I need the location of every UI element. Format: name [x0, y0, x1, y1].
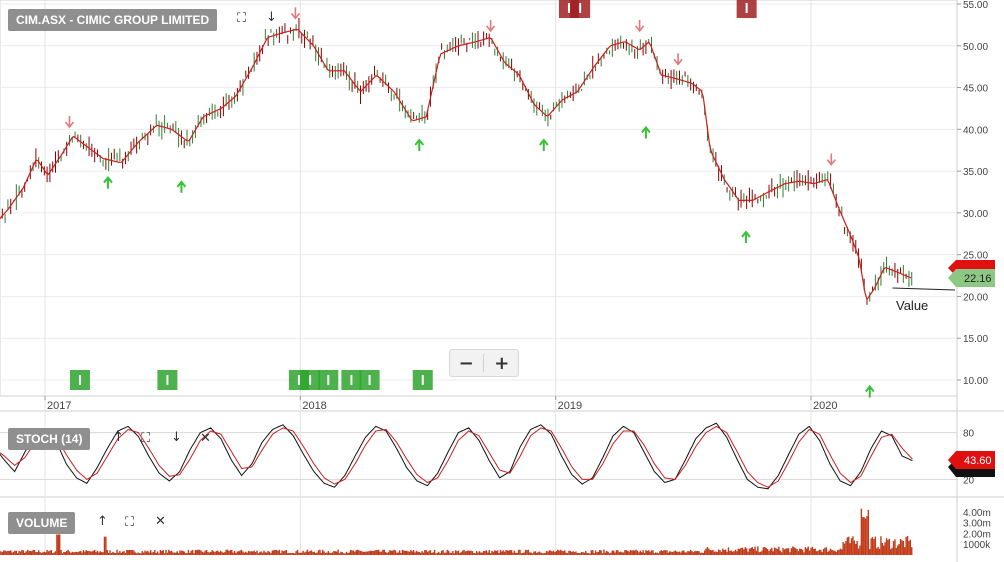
- buy-signal-arrow-head: [641, 125, 651, 134]
- price-tick-label: 25.00: [963, 251, 988, 262]
- price-tick-label: 20.00: [963, 292, 988, 303]
- expand-icon[interactable]: ⛶: [141, 431, 151, 446]
- arrow-down-icon[interactable]: ↓: [266, 10, 277, 25]
- sell-signal-arrow-head: [290, 12, 301, 20]
- buy-signal-arrow: [864, 384, 875, 398]
- price-tick-label: 30.00: [963, 209, 988, 220]
- price-tick-label: 10.00: [963, 376, 988, 387]
- buy-signal-arrow: [641, 125, 651, 139]
- event-marker-glyph: [350, 375, 353, 385]
- value-annotation: Value: [896, 298, 929, 313]
- price-tick-label: 55.00: [963, 0, 988, 11]
- buy-signal-arrow-head: [538, 138, 549, 146]
- zoom-control: − +: [449, 349, 519, 377]
- sell-signal-arrow-head: [64, 121, 75, 129]
- event-marker-glyph: [166, 375, 169, 385]
- buy-signal-arrow: [414, 138, 425, 152]
- sell-signal-arrow-head: [634, 25, 645, 33]
- stoch-lines-layer: [0, 422, 913, 490]
- sell-signal-arrow: [485, 19, 496, 33]
- zoom-in-button[interactable]: +: [494, 352, 510, 374]
- price-badge-shape: [948, 269, 995, 287]
- sell-signal-arrow: [290, 7, 301, 20]
- price-line: [0, 28, 912, 302]
- event-marker-glyph: [297, 375, 300, 385]
- event-markers-layer: [69, 0, 757, 390]
- stoch-tick-label: 20: [963, 475, 975, 486]
- year-tick-label: 2019: [558, 400, 582, 412]
- close-icon[interactable]: ✕: [155, 514, 166, 529]
- sell-signal-arrow: [634, 19, 645, 33]
- buy-signal-arrow-head: [176, 180, 187, 188]
- stoch-badge-text: 43.60: [964, 455, 992, 467]
- stoch-label[interactable]: STOCH (14): [8, 428, 91, 450]
- sell-signal-arrow: [673, 53, 683, 66]
- buy-signal-arrow-head: [103, 176, 113, 184]
- sell-signal-arrow-head: [673, 58, 683, 66]
- move-down-icon[interactable]: ↓: [171, 430, 182, 445]
- volume-tick-label: 1000k: [963, 540, 991, 551]
- price-tick-label: 45.00: [963, 84, 988, 95]
- buy-signal-arrow-head: [414, 138, 425, 146]
- volume-tick-label: 4.00m: [963, 508, 991, 519]
- event-marker-glyph: [327, 375, 330, 385]
- volume-tick-label: 2.00m: [963, 529, 991, 540]
- event-marker-glyph: [368, 375, 371, 385]
- price-tick-label: 40.00: [963, 125, 988, 136]
- buy-signal-arrow: [103, 176, 113, 189]
- candles-layer: [0, 17, 913, 305]
- close-icon[interactable]: ✕: [200, 431, 211, 446]
- sell-signal-arrow: [826, 153, 836, 166]
- event-marker-glyph: [567, 3, 570, 13]
- volume-tick-label: 3.00m: [963, 519, 991, 530]
- buy-signal-arrow-head: [864, 384, 875, 393]
- stoch-badge-shape: [948, 451, 995, 469]
- price-badge-text: 22.16: [964, 273, 992, 285]
- value-badges-layer: 22.16 43.60: [948, 260, 995, 477]
- volume-label[interactable]: VOLUME: [8, 512, 76, 534]
- sell-signal-arrow: [64, 115, 75, 129]
- volume-bars-layer: [0, 508, 913, 555]
- event-marker-glyph: [421, 375, 424, 385]
- event-marker-glyph: [579, 3, 582, 13]
- move-up-icon[interactable]: ↑: [97, 514, 108, 529]
- price-tick-label: 50.00: [963, 42, 988, 53]
- price-panel-frame: [0, 0, 958, 397]
- value-guide-line: [892, 287, 956, 291]
- stoch-tick-label: 80: [963, 429, 975, 440]
- year-tick-label: 2020: [813, 400, 837, 412]
- zoom-divider: [483, 354, 485, 372]
- stoch-k-line: [0, 422, 913, 490]
- buy-signal-arrow-head: [741, 230, 751, 238]
- sell-signal-arrow-head: [826, 159, 836, 166]
- expand-icon[interactable]: ⛶: [125, 515, 135, 530]
- event-marker-glyph: [78, 375, 81, 385]
- move-up-icon[interactable]: ↑: [113, 430, 124, 445]
- expand-icon[interactable]: ⛶: [237, 11, 247, 26]
- signal-arrows-layer: [64, 7, 875, 398]
- price-tick-label: 35.00: [963, 167, 988, 178]
- axis-labels-layer: 10.00 15.00 20.00 25.00 30.00 35.00 40.00 45.00…: [47, 0, 991, 551]
- sell-signal-arrow-head: [485, 25, 496, 33]
- year-tick-label: 2018: [302, 400, 326, 412]
- stoch-d-line: [0, 425, 913, 488]
- zoom-out-button[interactable]: −: [458, 352, 474, 374]
- price-tick-label: 15.00: [963, 334, 988, 345]
- year-tick-label: 2017: [47, 400, 71, 412]
- price-line-layer: [0, 28, 956, 302]
- buy-signal-arrow: [741, 230, 751, 243]
- buy-signal-arrow: [176, 180, 187, 193]
- event-marker-glyph: [309, 375, 312, 385]
- symbol-label[interactable]: CIM.ASX - CIMIC GROUP LIMITED: [8, 9, 218, 31]
- event-marker-glyph: [745, 3, 748, 13]
- buy-signal-arrow: [538, 138, 549, 152]
